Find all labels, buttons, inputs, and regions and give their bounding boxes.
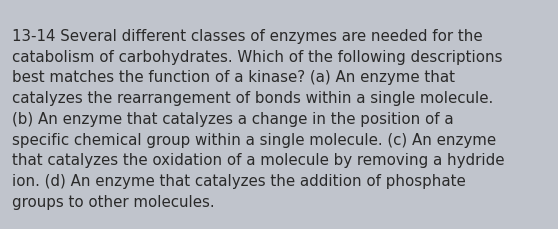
Text: 13-14 Several different classes of enzymes are needed for the
catabolism of carb: 13-14 Several different classes of enzym… <box>12 29 505 209</box>
